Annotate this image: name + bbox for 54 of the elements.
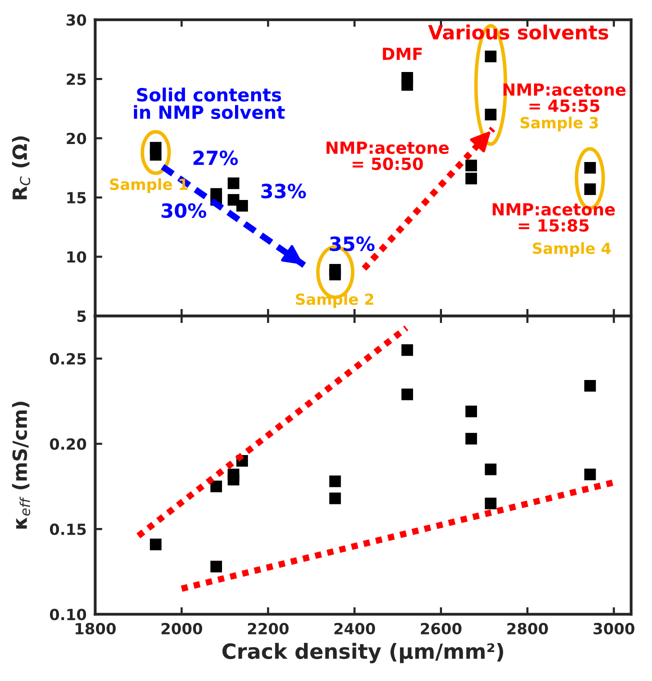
x-tick-label: 2800 [507,622,548,634]
point [484,108,496,120]
annotation: Sample 3 [520,116,598,132]
x-tick-label: 1800 [76,622,116,634]
point [584,380,596,392]
y-tick-label: 0.20 [50,438,86,450]
point [584,468,596,480]
x-tick-label: 3000 [594,622,634,634]
point [329,268,341,280]
point [401,344,414,356]
point [150,538,162,550]
annotation: NMP:acetone = 50:50 [326,142,449,170]
y-tick-label: 0.25 [50,353,86,365]
point [236,200,248,212]
x-axis-title: Crack density (μm/mm²) [222,642,504,664]
annotation: Sample 4 [532,242,611,258]
point [210,480,222,492]
point [401,79,414,91]
point [210,560,222,572]
point [401,388,414,400]
y-axis-title: R$_{C}$ (Ω) [12,136,30,200]
annotation: 27% [194,150,238,166]
point [465,432,478,445]
annotation: NMP:acetone = 15:85 [492,203,615,232]
point [465,160,478,172]
y-tick-label: 15 [67,192,86,204]
y-tick-label: 30 [66,14,86,26]
x-tick-label: 2600 [420,622,462,634]
y-tick-label: 20 [66,132,86,144]
y-tick-label: 5 [77,310,86,322]
annotation: Solid contents in NMP solvent [134,88,285,120]
y-axis-title: κ$_{eff}$ (mS/cm) [12,402,30,529]
annotation: DMF [382,48,422,60]
y-tick-label: 25 [66,73,86,86]
x-tick-label: 2400 [334,622,376,634]
point [484,498,496,510]
point [484,50,496,62]
x-tick-label: 2200 [248,622,289,634]
point [329,476,341,488]
y-tick-label: 0.15 [50,524,86,536]
point [228,474,240,486]
point [228,177,240,190]
point [584,162,596,174]
point [584,183,596,196]
annotation: 30% [162,203,206,218]
annotation: 35% [330,236,375,252]
point [484,464,496,476]
annotation: 33% [261,184,306,198]
point [465,406,478,418]
y-tick-label: 10 [67,251,86,263]
point [329,492,341,504]
y-tick-label: 0.10 [50,608,86,620]
x-tick-label: 2000 [162,622,202,634]
point [465,172,478,184]
